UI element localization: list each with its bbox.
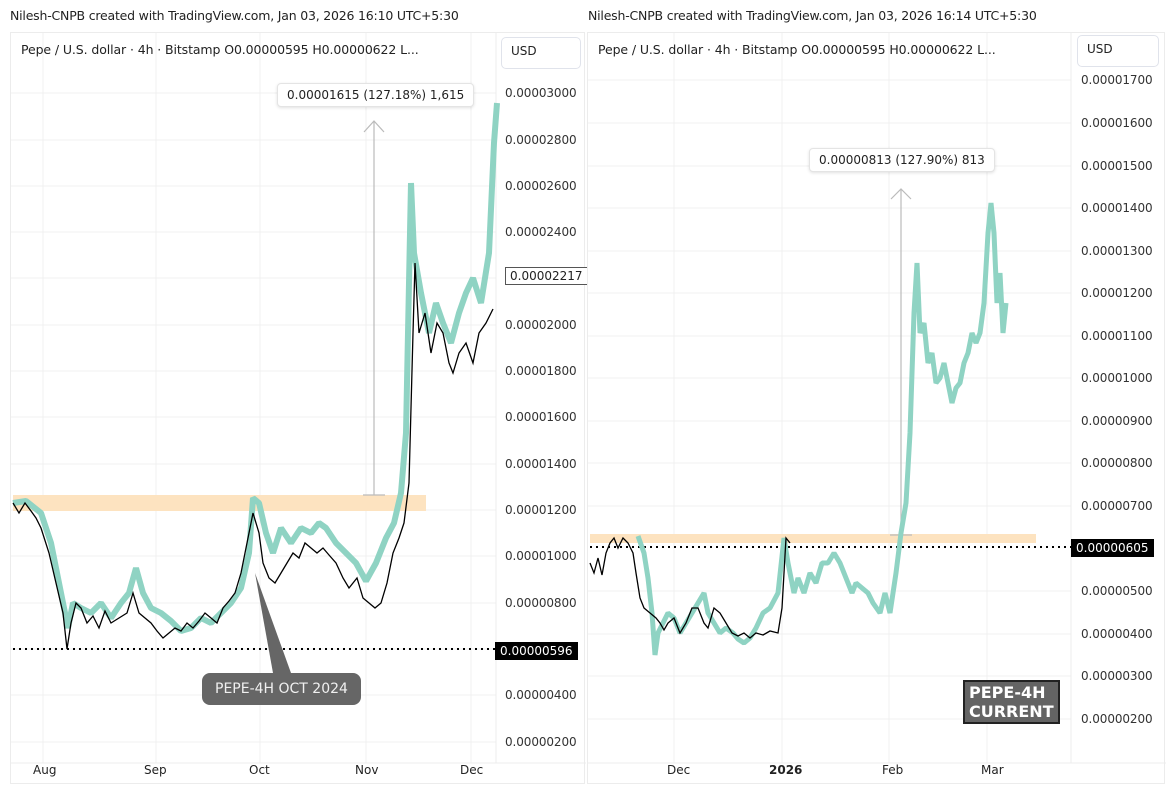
support-price-tag: 0.00000596: [495, 642, 578, 660]
x-tick: Aug: [33, 763, 57, 777]
y-tick: 0.00001600: [505, 410, 577, 424]
x-tick: Nov: [355, 763, 379, 777]
y-tick: 0.00001400: [1081, 201, 1153, 215]
right-currency-button[interactable]: USD: [1077, 35, 1159, 67]
left-chart-canvas: [11, 33, 586, 764]
x-tick: Dec: [667, 763, 691, 777]
x-tick: 2026: [769, 763, 803, 777]
y-tick: 0.00000500: [1081, 584, 1153, 598]
last-price-tag: 0.00002217: [505, 267, 588, 285]
left-credit: Nilesh-CNPB created with TradingView.com…: [10, 8, 459, 23]
right-chart-canvas: [588, 33, 1166, 764]
y-tick: 0.00000200: [505, 735, 577, 749]
y-tick: 0.00001600: [1081, 116, 1153, 130]
measure-tooltip: 0.00000813 (127.90%) 813: [809, 148, 995, 172]
current-label-line2: CURRENT: [969, 702, 1054, 721]
x-tick: Feb: [882, 763, 904, 777]
y-tick: 0.00000800: [1081, 456, 1153, 470]
x-tick: Mar: [981, 763, 1004, 777]
y-tick: 0.00000800: [505, 596, 577, 610]
y-tick: 0.00001700: [1081, 73, 1153, 87]
y-tick: 0.00000400: [505, 688, 577, 702]
y-tick: 0.00000400: [1081, 627, 1153, 641]
y-tick: 0.00000700: [1081, 499, 1153, 513]
left-chart-panel[interactable]: Pepe / U.S. dollar · 4h · Bitstamp O0.00…: [10, 32, 588, 784]
y-tick: 0.00000200: [1081, 712, 1153, 726]
y-tick: 0.00001100: [1081, 329, 1153, 343]
y-tick: 0.00003000: [505, 86, 577, 100]
y-tick: 0.00001800: [505, 364, 577, 378]
y-tick: 0.00001200: [1081, 286, 1153, 300]
left-symbol-legend: Pepe / U.S. dollar · 4h · Bitstamp O0.00…: [21, 42, 419, 57]
y-tick: 0.00001000: [1081, 371, 1153, 385]
left-currency-button[interactable]: USD: [501, 37, 581, 69]
y-tick: 0.00002400: [505, 225, 577, 239]
x-tick: Sep: [144, 763, 167, 777]
y-tick: 0.00001400: [505, 457, 577, 471]
y-tick: 0.00000900: [1081, 414, 1153, 428]
y-tick: 0.00002800: [505, 133, 577, 147]
y-tick: 0.00002600: [505, 179, 577, 193]
y-tick: 0.00001500: [1081, 159, 1153, 173]
x-tick: Dec: [460, 763, 484, 777]
current-label-box: PEPE-4H CURRENT: [963, 680, 1060, 724]
y-tick: 0.00001200: [505, 503, 577, 517]
right-chart-panel[interactable]: Pepe / U.S. dollar · 4h · Bitstamp O0.00…: [587, 32, 1166, 784]
current-label-line1: PEPE-4H: [969, 683, 1046, 702]
measure-tooltip: 0.00001615 (127.18%) 1,615: [277, 83, 475, 107]
y-tick: 0.00001300: [1081, 244, 1153, 258]
support-price-tag: 0.00000605: [1071, 539, 1154, 557]
right-credit: Nilesh-CNPB created with TradingView.com…: [588, 8, 1037, 23]
y-tick: 0.00000300: [1081, 669, 1153, 683]
y-tick: 0.00001000: [505, 549, 577, 563]
right-symbol-legend: Pepe / U.S. dollar · 4h · Bitstamp O0.00…: [598, 42, 996, 57]
y-tick: 0.00002000: [505, 318, 577, 332]
x-tick: Oct: [249, 763, 270, 777]
oct-2024-callout: PEPE-4H OCT 2024: [202, 673, 361, 705]
